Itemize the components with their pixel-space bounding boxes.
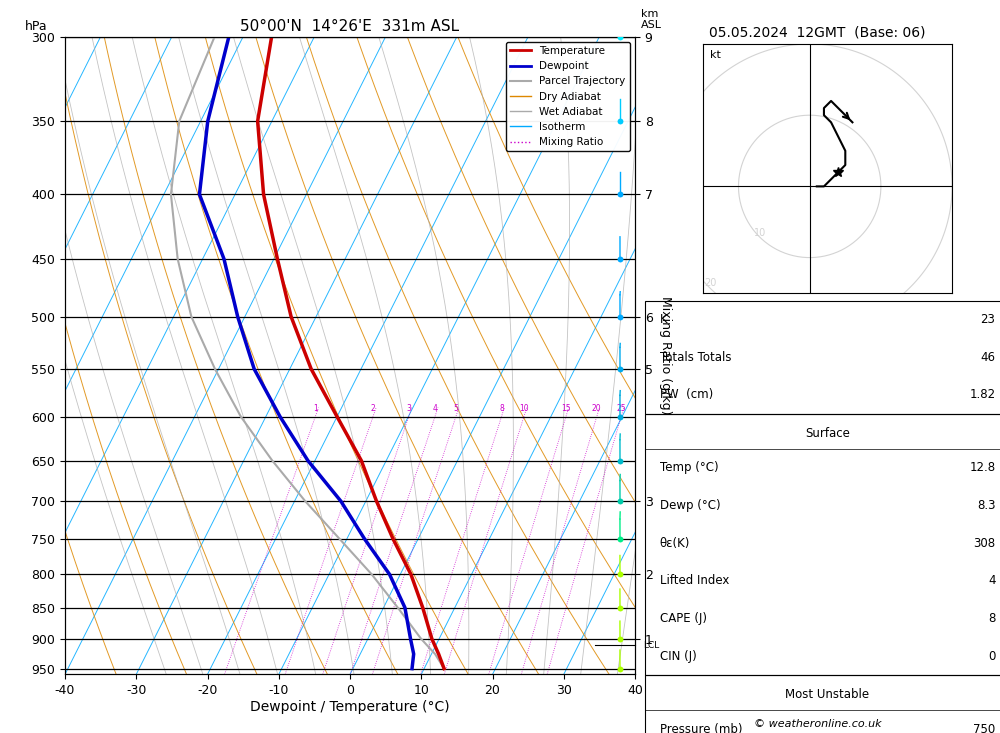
X-axis label: Dewpoint / Temperature (°C): Dewpoint / Temperature (°C) [250, 700, 450, 714]
Text: 1: 1 [313, 405, 318, 413]
Text: © weatheronline.co.uk: © weatheronline.co.uk [754, 719, 881, 729]
Text: Pressure (mb): Pressure (mb) [660, 723, 742, 733]
Text: Most Unstable: Most Unstable [785, 688, 870, 701]
Title: 50°00'N  14°26'E  331m ASL: 50°00'N 14°26'E 331m ASL [240, 19, 460, 34]
Text: CIN (J): CIN (J) [660, 650, 696, 663]
Text: 05.05.2024  12GMT  (Base: 06): 05.05.2024 12GMT (Base: 06) [709, 26, 926, 40]
Text: 1.82: 1.82 [969, 388, 995, 402]
Text: 46: 46 [980, 350, 995, 364]
Text: 20: 20 [704, 278, 716, 288]
Text: θε(K): θε(K) [660, 537, 690, 550]
Text: 12.8: 12.8 [969, 461, 995, 474]
Text: 20: 20 [592, 405, 602, 413]
Text: Surface: Surface [805, 427, 850, 440]
Text: 4: 4 [433, 405, 437, 413]
Text: 8: 8 [499, 405, 504, 413]
Text: 2: 2 [371, 405, 375, 413]
Text: Totals Totals: Totals Totals [660, 350, 731, 364]
Bar [645, 675, 1000, 733]
Text: 8.3: 8.3 [977, 499, 995, 512]
Y-axis label: Mixing Ratio (g/kg): Mixing Ratio (g/kg) [659, 296, 672, 415]
Text: 0: 0 [988, 650, 995, 663]
Bar [645, 414, 1000, 675]
Text: 15: 15 [561, 405, 571, 413]
Text: hPa: hPa [25, 21, 48, 34]
Text: 10: 10 [519, 405, 529, 413]
Bar [645, 301, 1000, 414]
Text: PW  (cm): PW (cm) [660, 388, 713, 402]
Text: CAPE (J): CAPE (J) [660, 612, 707, 625]
Text: km
ASL: km ASL [641, 9, 662, 30]
Text: Temp (°C): Temp (°C) [660, 461, 718, 474]
Text: LCL: LCL [644, 641, 660, 649]
Text: 10: 10 [754, 228, 766, 238]
Text: 4: 4 [988, 575, 995, 587]
Text: 23: 23 [981, 313, 995, 326]
Text: 750: 750 [973, 723, 995, 733]
Text: 3: 3 [406, 405, 411, 413]
Text: Dewp (°C): Dewp (°C) [660, 499, 720, 512]
Text: 308: 308 [973, 537, 995, 550]
Text: kt: kt [710, 51, 721, 60]
Text: 5: 5 [453, 405, 458, 413]
Legend: Temperature, Dewpoint, Parcel Trajectory, Dry Adiabat, Wet Adiabat, Isotherm, Mi: Temperature, Dewpoint, Parcel Trajectory… [506, 42, 630, 152]
Text: 8: 8 [988, 612, 995, 625]
Text: 25: 25 [616, 405, 626, 413]
Text: K: K [660, 313, 667, 326]
Text: Lifted Index: Lifted Index [660, 575, 729, 587]
